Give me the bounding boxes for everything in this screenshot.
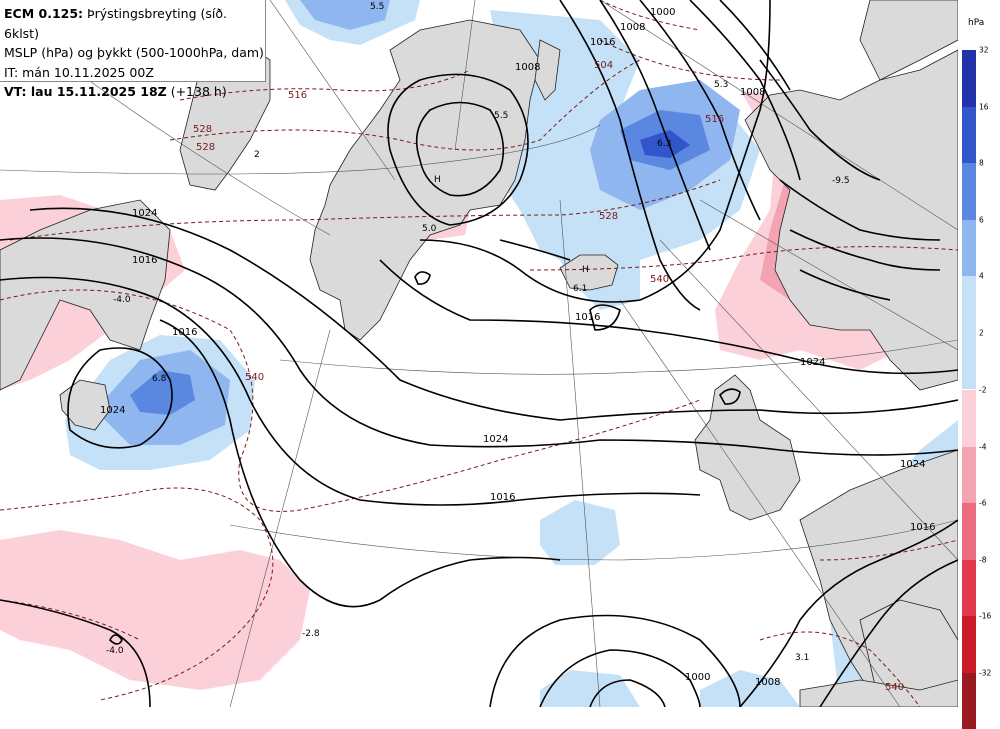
isobar-label: 1024 (900, 459, 925, 470)
legend-swatch (962, 390, 976, 447)
color-legend: hPa 32 16 8 6 4 2 -2 -4 -6 -8 -16 -32 (958, 0, 1000, 707)
weather-map: 1024 1016 1024 1016 1024 1024 1016 1008 … (0, 0, 958, 707)
value-label: 5.5 (370, 2, 384, 12)
fields-line: MSLP (hPa) og þykkt (500-1000hPa, dam) (4, 43, 265, 63)
isobar-label: 1008 (620, 22, 645, 33)
thickness-label: 516 (288, 90, 307, 101)
legend-tick-label: 8 (979, 159, 984, 168)
pressure-rise-area (540, 670, 640, 707)
legend-tick-label: 32 (979, 46, 989, 55)
thickness-label: 528 (599, 211, 618, 222)
isobar-label: 1008 (755, 677, 780, 688)
value-label: -2.8 (302, 629, 320, 639)
isobar-label: 1016 (490, 492, 515, 503)
greenland (310, 20, 540, 340)
pressure-rise-area (700, 670, 800, 707)
legend-tick-label: -8 (979, 555, 986, 564)
isobar-label: 1000 (650, 7, 675, 18)
legend-swatch (962, 163, 976, 220)
legend-swatch (962, 276, 976, 333)
thickness-label: 540 (650, 274, 669, 285)
lead-time: (+138 h) (167, 84, 227, 99)
thickness-label: 540 (885, 682, 904, 693)
isobar-label: 1024 (800, 357, 825, 368)
value-label: 6.8 (152, 374, 167, 384)
isobar-label: 1024 (483, 434, 508, 445)
legend-tick-label: -4 (979, 442, 986, 451)
british-isles (695, 375, 800, 520)
value-label: 5.5 (494, 111, 508, 121)
isobar-label: 1016 (910, 522, 935, 533)
h-marker: H (582, 265, 589, 275)
value-label: -4.0 (106, 646, 124, 656)
legend-swatch (962, 560, 976, 617)
legend-tick-label: 16 (979, 102, 989, 111)
init-time: IT: mán 10.11.2025 00Z (4, 63, 265, 83)
legend-swatch (962, 50, 976, 107)
legend-swatch (962, 107, 976, 164)
valid-time: VT: lau 15.11.2025 18Z (4, 84, 167, 99)
value-label: 6.1 (573, 284, 587, 294)
thickness-label: 540 (245, 372, 264, 383)
pressure-rise-area (540, 500, 620, 565)
isobar-label: 1000 (685, 672, 710, 683)
legend-swatch (962, 333, 976, 390)
isobar-label: 1016 (575, 312, 600, 323)
legend-tick-label: 4 (979, 272, 984, 281)
thickness-label: 516 (705, 114, 724, 125)
model-name: ECM 0.125: (4, 6, 83, 21)
isobar-label: 1008 (740, 87, 765, 98)
chart-info-box: ECM 0.125: Þrýstingsbreyting (síð. 6klst… (0, 0, 266, 82)
legend-unit: hPa (968, 18, 984, 28)
value-label: 5.0 (422, 224, 437, 234)
value-label: 3.1 (795, 653, 809, 663)
legend-tick-label: -6 (979, 499, 986, 508)
legend-swatch (962, 616, 976, 673)
isobar-label: 1024 (132, 208, 157, 219)
value-label: 6.3 (657, 139, 671, 149)
legend-tick-label: -16 (979, 612, 991, 621)
legend-tick-label: 2 (979, 328, 984, 337)
legend-swatch (962, 673, 976, 729)
thickness-label: 528 (196, 142, 215, 153)
legend-swatch (962, 447, 976, 504)
value-label: 2 (254, 150, 260, 160)
thickness-label: 528 (193, 124, 212, 135)
isobar-label: 1016 (590, 37, 615, 48)
valid-time-line: VT: lau 15.11.2025 18Z (+138 h) (4, 82, 265, 102)
legend-swatch (962, 503, 976, 560)
title-line: ECM 0.125: Þrýstingsbreyting (síð. 6klst… (4, 4, 265, 43)
isobar-label: 1024 (100, 405, 125, 416)
isobar-label: 1016 (172, 327, 197, 338)
legend-tick-label: -32 (979, 668, 991, 677)
isobar-label: 1016 (132, 255, 157, 266)
value-label: -4.0 (113, 295, 131, 305)
legend-tick-label: -2 (979, 386, 986, 395)
legend-tick-label: 6 (979, 215, 984, 224)
h-marker: H (434, 175, 441, 185)
value-label: 5.3 (714, 80, 728, 90)
thickness-label: 504 (594, 60, 613, 71)
legend-swatch (962, 220, 976, 277)
value-label: -9.5 (832, 176, 850, 186)
isobar-label: 1008 (515, 62, 540, 73)
